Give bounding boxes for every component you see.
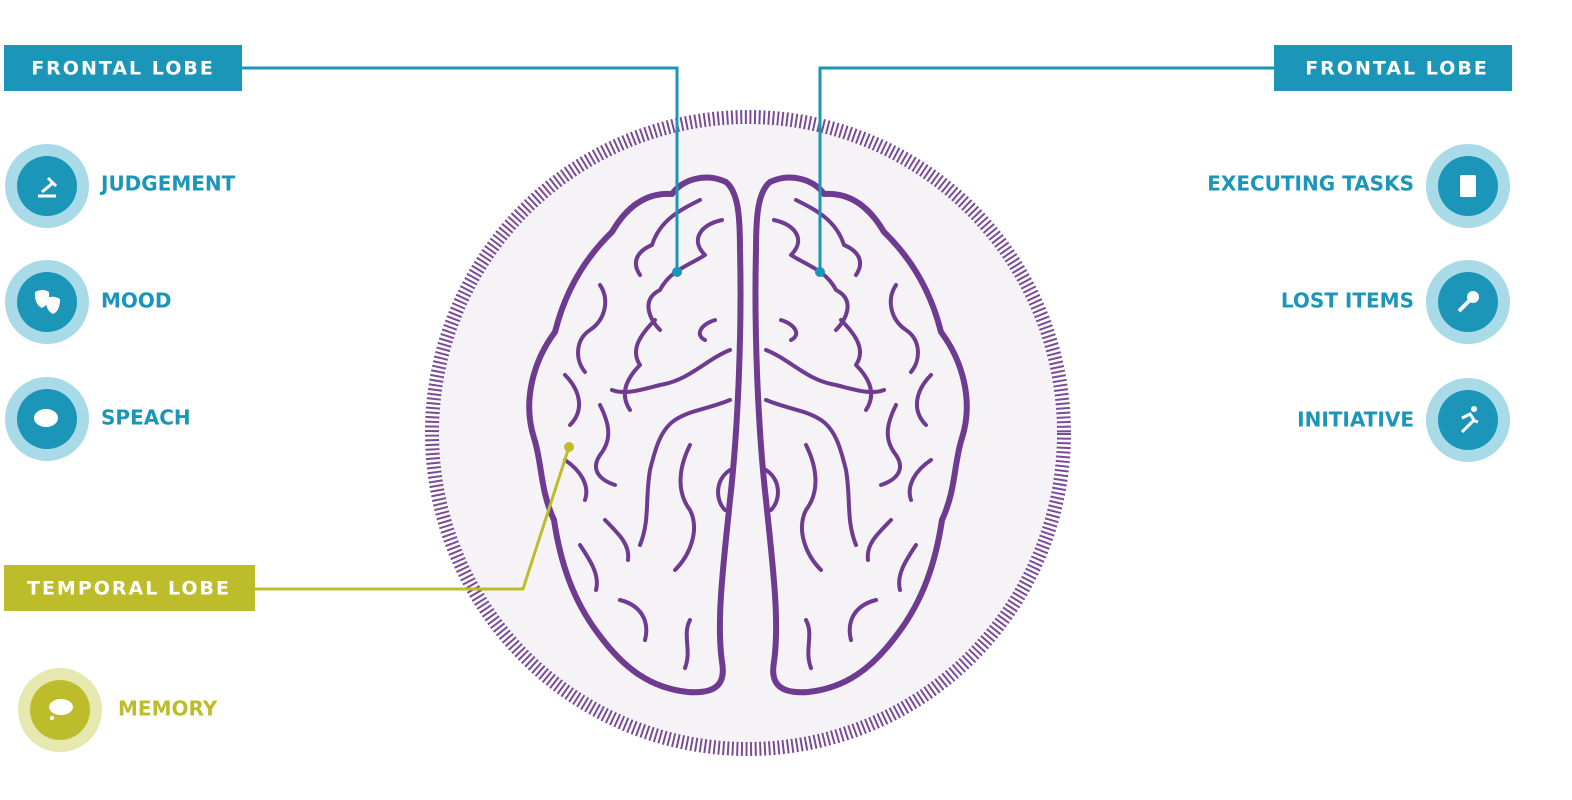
runner-icon: [1471, 406, 1477, 412]
item-label: LOST ITEMS: [1281, 289, 1414, 313]
key-icon: [1457, 299, 1471, 313]
connector-dot: [672, 267, 682, 277]
item: MOOD: [5, 260, 172, 344]
thought-icon: [49, 699, 73, 715]
lobe-label: TEMPORAL LOBE: [27, 578, 231, 600]
item-label: SPEACH: [101, 406, 191, 430]
item: JUDGEMENT: [5, 144, 236, 228]
item: INITIATIVE: [1297, 378, 1510, 462]
clipboard-icon: [1460, 175, 1476, 197]
lobe-label: FRONTAL LOBE: [1305, 58, 1489, 80]
item: MEMORY: [18, 668, 218, 752]
thought-icon: [50, 716, 54, 720]
item: LOST ITEMS: [1281, 260, 1510, 344]
lobe-label: FRONTAL LOBE: [31, 58, 215, 80]
connector-line: [242, 66, 679, 272]
key-icon: [1467, 291, 1479, 303]
item-label: MEMORY: [118, 697, 218, 721]
item: EXECUTING TASKS: [1207, 144, 1510, 228]
brain-background: [438, 123, 1058, 743]
left-hemisphere: [526, 174, 744, 696]
label-box: [1274, 45, 1512, 91]
icon: [1438, 390, 1498, 450]
connector-dot: [564, 442, 574, 452]
item-label: INITIATIVE: [1297, 408, 1414, 432]
item-label: JUDGEMENT: [99, 172, 236, 196]
item-label: MOOD: [101, 289, 172, 313]
speech-icon: [34, 409, 58, 427]
item-label: EXECUTING TASKS: [1207, 172, 1414, 196]
masks-icon: [34, 290, 60, 314]
brain: [526, 174, 967, 696]
runner-icon: [1460, 412, 1479, 434]
label-box: [4, 565, 255, 611]
connector-line: [818, 66, 1274, 272]
item: SPEACH: [5, 377, 191, 461]
connector-line: [255, 446, 571, 591]
dashed-ring: [425, 110, 1071, 756]
label-box: [4, 45, 242, 91]
gavel-icon: [38, 176, 58, 198]
connector-dot: [815, 267, 825, 277]
